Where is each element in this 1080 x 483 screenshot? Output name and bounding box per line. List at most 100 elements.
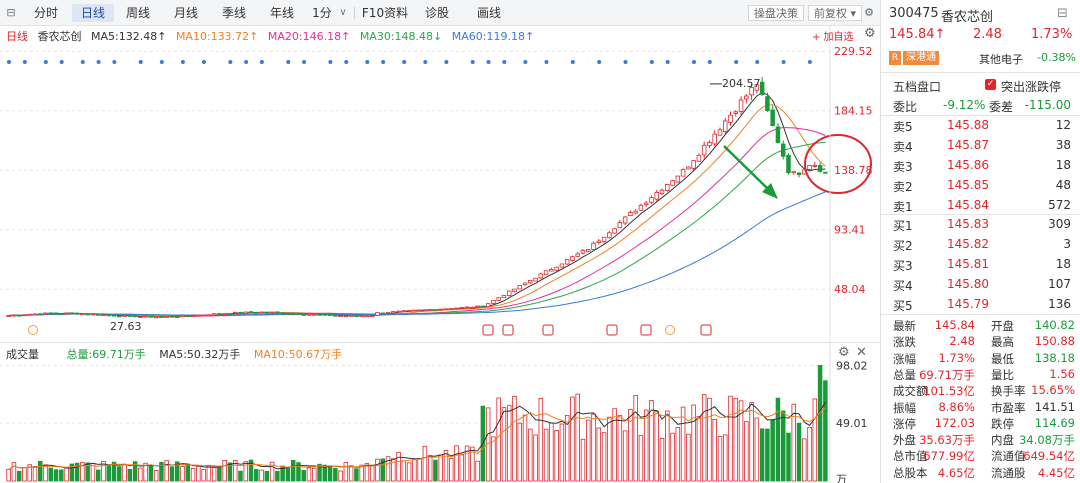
stat-label: 换手率 (991, 384, 1026, 399)
candle-body (417, 309, 422, 312)
collapse-icon[interactable]: ⊟ (1057, 6, 1068, 21)
volume-bar (206, 465, 212, 482)
add-watchlist-button[interactable]: + 加自选 (812, 32, 854, 43)
candlestick-chart[interactable]: 204.57 27.63 229.52 184.15 138.78 93.41 48.04 (0, 26, 880, 342)
sector-name[interactable]: 其他电子 (979, 53, 1023, 66)
volume-bar (180, 466, 185, 482)
candle-body (359, 315, 364, 318)
candle-body (823, 171, 828, 174)
volume-bar (132, 461, 138, 482)
ma30-label: MA30:148.48↓ (359, 30, 443, 43)
ma5-line (8, 92, 826, 318)
volume-bar (306, 467, 312, 482)
tag-r: R (889, 51, 901, 65)
ma20-line (8, 126, 826, 317)
volume-bar (275, 470, 280, 482)
tab-daily[interactable]: 日线 (72, 4, 114, 22)
volume-title: 成交量 (6, 348, 39, 361)
candle-body (11, 314, 17, 317)
volume-bar (765, 428, 770, 482)
volume-bar (327, 465, 333, 482)
trading-decision-button[interactable]: 操盘决策 (748, 5, 804, 21)
signal-dot (807, 60, 812, 64)
tab-draw[interactable]: 画线 (476, 6, 501, 20)
volume-bar (317, 463, 322, 482)
candle-body (464, 306, 470, 309)
candle-body (533, 277, 538, 282)
ma60-line (8, 191, 826, 316)
volume-bar (633, 394, 638, 482)
volume-bar (564, 415, 570, 482)
volume-bar (43, 464, 48, 482)
volume-chart[interactable]: 98.02 49.01 万 (0, 343, 880, 483)
stat-label: 涨停 (893, 416, 916, 431)
candle-body (633, 210, 638, 214)
tab-1min[interactable]: 1分 (312, 6, 332, 20)
candle-body (786, 154, 791, 174)
chevron-down-icon[interactable]: ∨ (339, 7, 347, 18)
volume-bar (670, 432, 675, 482)
adjust-mode-select[interactable]: 前复权 ▾ (808, 5, 863, 21)
tab-weekly[interactable]: 周线 (125, 6, 150, 20)
candle-body (422, 309, 428, 312)
tab-intraday[interactable]: 分时 (33, 6, 58, 20)
volume-bar (443, 450, 449, 482)
signal-dot (59, 60, 64, 64)
volume-bar (780, 410, 786, 482)
volume-bar (770, 419, 775, 482)
candle-body (470, 306, 475, 309)
candle-body (675, 175, 681, 183)
candle-body (196, 314, 201, 317)
settings-gear-icon[interactable]: ⚙ (864, 26, 876, 41)
tab-monthly[interactable]: 月线 (173, 6, 198, 20)
candle-body (528, 280, 533, 284)
candle-body (95, 313, 101, 316)
volume-bar (791, 403, 796, 482)
candle-body (759, 81, 765, 95)
tag-hk-connect: 深港通 (903, 51, 939, 65)
candle-body (591, 242, 596, 250)
volume-bar (343, 462, 349, 482)
candle-body (90, 313, 96, 316)
candle-body (264, 311, 270, 314)
signal-dot (302, 60, 307, 64)
volume-bar (817, 364, 823, 482)
stock-tags: R 深港通 其他电子 -0.38% (881, 51, 1080, 67)
volume-bar (359, 464, 364, 482)
volume-bar (538, 398, 544, 482)
close-icon[interactable]: ✕ (856, 345, 867, 360)
signal-dot (43, 60, 48, 64)
candle-body (327, 313, 333, 316)
candle-body (74, 312, 80, 315)
candle-body (153, 316, 159, 319)
volume-bar (628, 408, 633, 482)
candle-body (665, 184, 670, 191)
candle-body (164, 316, 169, 318)
volume-bar (338, 470, 343, 482)
price-tick-label: 93.41 (834, 224, 866, 237)
tab-yearly[interactable]: 年线 (269, 6, 294, 20)
candle-body (206, 314, 212, 317)
volume-bar (74, 462, 80, 482)
gear-icon[interactable]: ⚙ (864, 6, 874, 19)
signal-dot (692, 60, 696, 64)
candle-body (285, 312, 291, 315)
candle-body (791, 171, 796, 174)
checkbox-checked-icon[interactable]: ✓ (985, 79, 996, 90)
volume-settings-icon[interactable]: ⚙ (838, 345, 850, 360)
trend-arrow-head (762, 183, 778, 199)
volume-bar (696, 416, 702, 482)
stat-label: 量比 (991, 367, 1014, 382)
volume-bar (638, 435, 644, 482)
sidebar-toggle-icon[interactable]: ⊟ (6, 6, 16, 19)
candle-body (580, 249, 586, 254)
candle-body (296, 312, 301, 315)
stat-label: 流通值 (991, 449, 1026, 464)
volume-bar (501, 407, 507, 482)
tab-diagnose[interactable]: 诊股 (424, 6, 449, 20)
tab-quarterly[interactable]: 季线 (221, 6, 246, 20)
volume-bar (754, 417, 760, 482)
candle-body (322, 313, 328, 316)
event-marker (606, 324, 618, 336)
tab-f10[interactable]: F10资料 (361, 6, 409, 20)
